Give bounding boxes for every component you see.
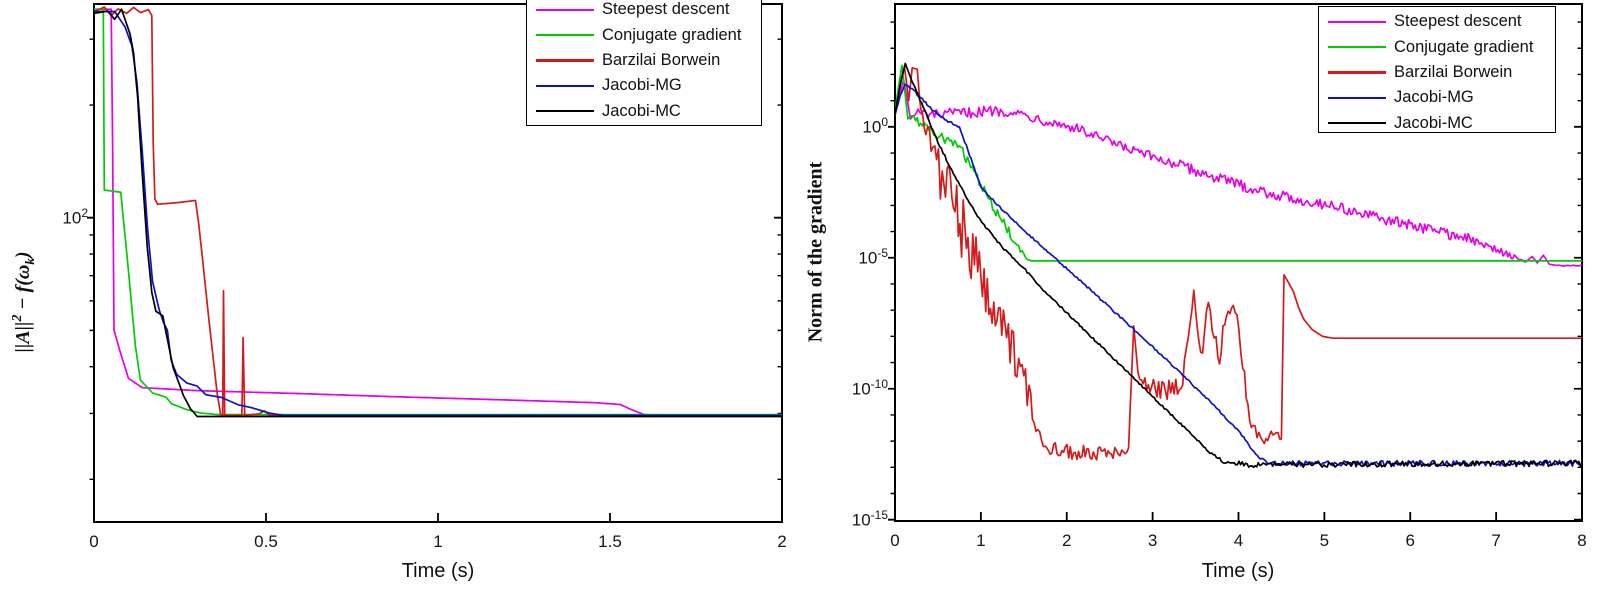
legend-line-sample xyxy=(1328,71,1386,74)
legend-line-sample xyxy=(536,8,594,11)
x-tick-label: 1 xyxy=(976,531,986,550)
ylabel-middle: − f(ω xyxy=(11,264,34,315)
series-conjugate-gradient xyxy=(895,64,1582,262)
legend-item: Barzilai Borwein xyxy=(527,48,761,73)
series-barzilai-borwein xyxy=(895,65,1582,461)
y-tick-label: 102 xyxy=(62,205,88,228)
legend-item: Steepest descent xyxy=(1319,9,1555,34)
legend-item: Jacobi-MG xyxy=(1319,85,1555,110)
y-tick-label: 10-5 xyxy=(858,245,888,268)
left-x-axis-title: Time (s) xyxy=(401,560,475,582)
series-jacobi-mg xyxy=(895,83,1582,468)
left-legend: Steepest descent Conjugate gradient Barzil… xyxy=(526,0,762,126)
legend-item: Jacobi-MG xyxy=(527,73,761,98)
x-tick-label: 2 xyxy=(777,532,787,551)
x-tick-label: 0 xyxy=(890,531,900,550)
legend-line-sample xyxy=(536,110,594,113)
legend-label: Steepest descent xyxy=(1394,12,1522,31)
x-tick-label: 4 xyxy=(1233,531,1244,550)
x-tick-label: 0 xyxy=(89,532,99,551)
x-tick-label: 6 xyxy=(1405,531,1415,550)
right-legend: Steepest descent Conjugate gradient Barzil… xyxy=(1318,6,1556,133)
ylabel-exponent: 2 xyxy=(10,314,26,322)
legend-line-sample xyxy=(536,84,594,88)
legend-label: Jacobi-MC xyxy=(602,101,681,120)
legend-line-sample xyxy=(1328,45,1386,49)
legend-item: Jacobi-MC xyxy=(527,99,761,124)
right-y-axis-title: Norm of the gradient xyxy=(804,161,827,343)
legend-label: Jacobi-MG xyxy=(602,76,682,95)
legend-line-sample xyxy=(536,33,594,37)
series-jacobi-mc xyxy=(94,8,782,418)
ylabel-subscript: k xyxy=(21,258,37,265)
x-tick-label: 3 xyxy=(1147,531,1158,550)
series-steepest-descent xyxy=(895,79,1582,267)
ylabel-norm-open: ||A|| xyxy=(11,321,34,353)
left-y-axis-title: ||A||2 − f(ωk) xyxy=(10,251,38,352)
legend-line-sample xyxy=(1328,96,1386,100)
x-tick-label: 2 xyxy=(1062,531,1072,550)
legend-label: Jacobi-MG xyxy=(1394,88,1474,107)
legend-item: Steepest descent xyxy=(527,0,761,22)
legend-item: Jacobi-MC xyxy=(1319,111,1555,136)
legend-label: Barzilai Borwein xyxy=(602,50,721,69)
y-tick-label: 10-15 xyxy=(851,507,888,530)
legend-label: Steepest descent xyxy=(602,0,730,19)
x-tick-label: 7 xyxy=(1491,531,1501,550)
right-x-axis-title: Time (s) xyxy=(1201,560,1275,582)
x-tick-label: 8 xyxy=(1577,531,1587,550)
legend-label: Jacobi-MC xyxy=(1394,113,1473,132)
legend-label: Conjugate gradient xyxy=(602,25,742,44)
legend-label: Barzilai Borwein xyxy=(1394,62,1513,81)
legend-line-sample xyxy=(1328,122,1386,125)
series-jacobi-mg xyxy=(94,10,782,417)
legend-label: Conjugate gradient xyxy=(1394,37,1534,56)
legend-line-sample xyxy=(1328,20,1386,23)
legend-item: Barzilai Borwein xyxy=(1319,60,1555,85)
y-tick-label: 10-10 xyxy=(851,376,888,399)
ylabel-close: ) xyxy=(11,251,34,259)
y-tick-label: 100 xyxy=(862,114,888,137)
legend-item: Conjugate gradient xyxy=(1319,34,1555,59)
legend-line-sample xyxy=(536,59,594,62)
x-tick-label: 1.5 xyxy=(598,532,622,551)
x-tick-label: 5 xyxy=(1319,531,1330,550)
x-tick-label: 1 xyxy=(433,532,443,551)
x-tick-label: 0.5 xyxy=(254,532,278,551)
legend-item: Conjugate gradient xyxy=(527,22,761,47)
series-jacobi-mc xyxy=(895,62,1582,469)
